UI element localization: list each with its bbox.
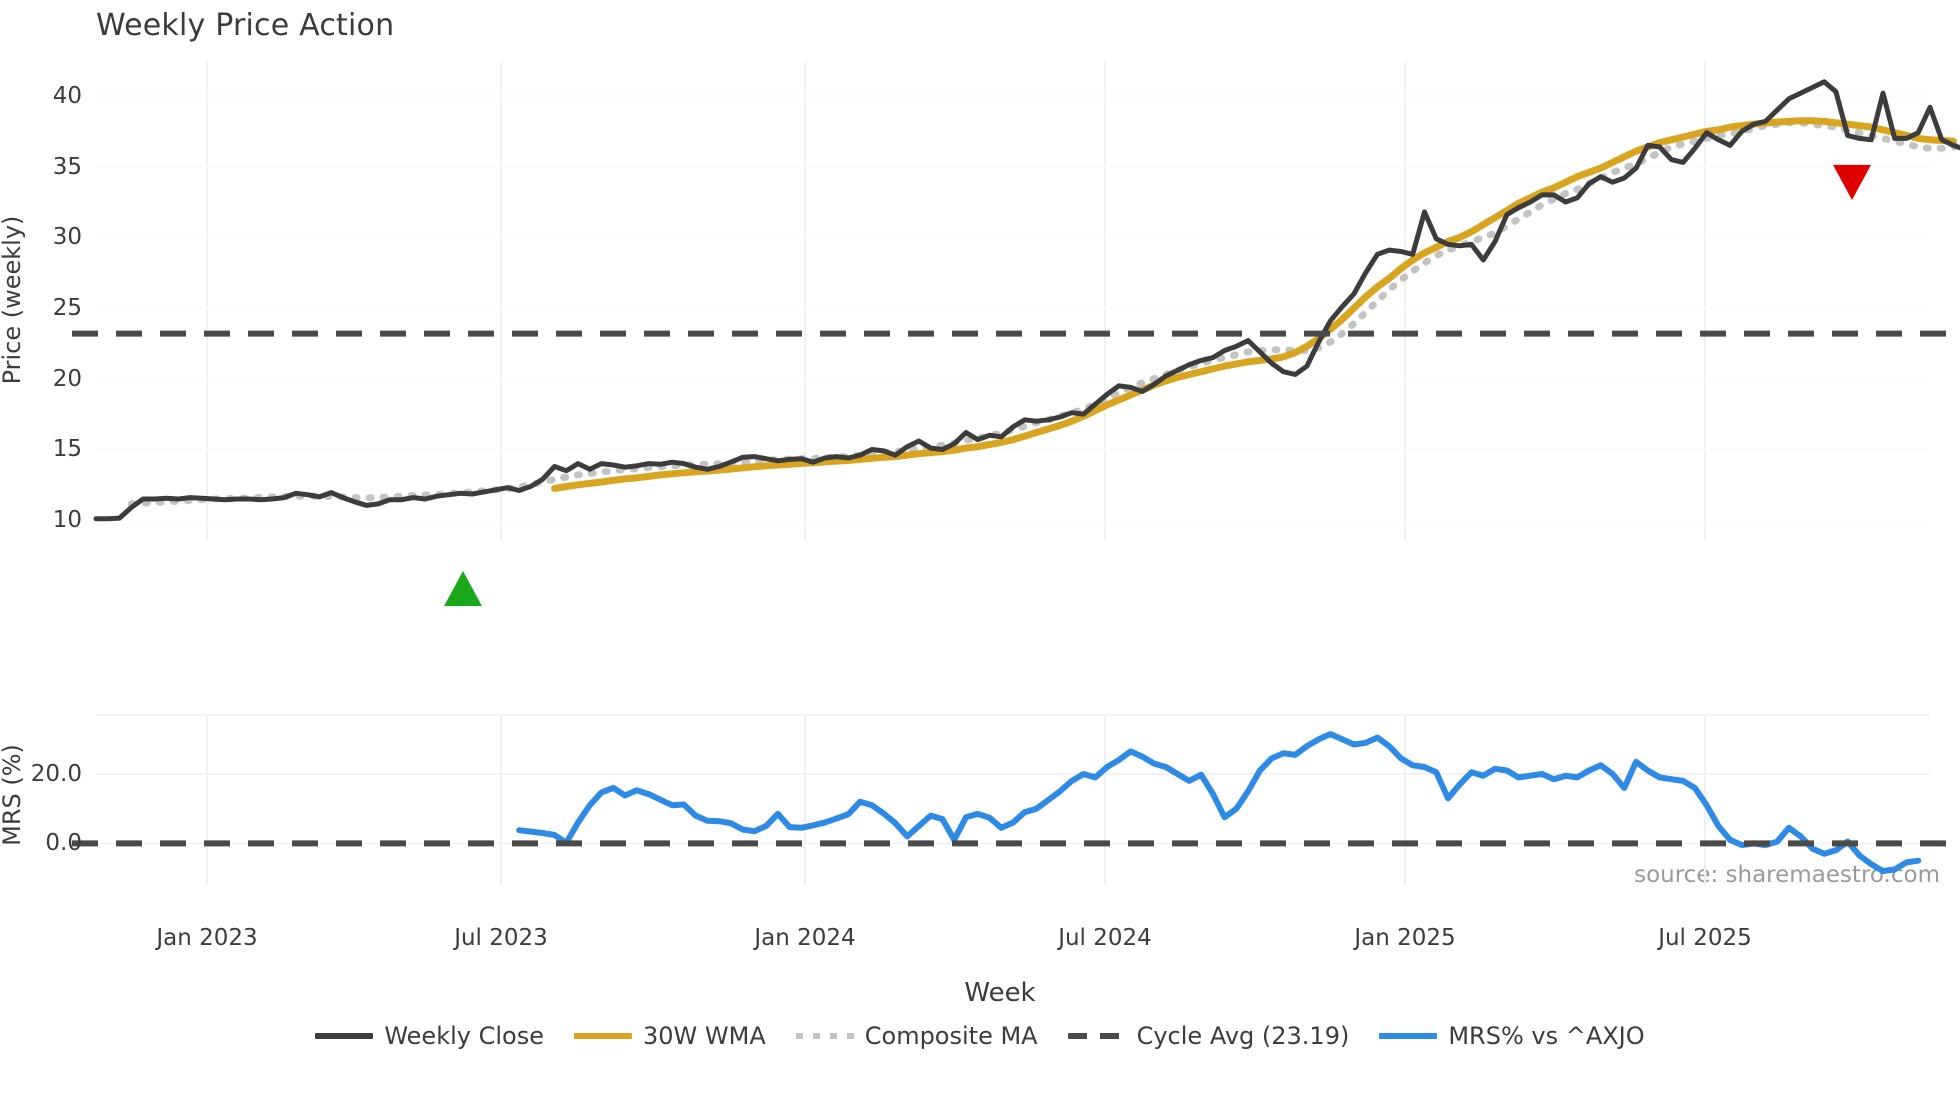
plot-canvas	[72, 62, 1960, 885]
mrs-line	[516, 731, 1922, 875]
price-y-tick-3: 25	[52, 295, 82, 322]
x-tick-4: Jan 2025	[1354, 925, 1456, 951]
x-tick-0: Jan 2023	[156, 925, 258, 951]
legend-item-0[interactable]: Weekly Close	[315, 1022, 544, 1050]
legend-item-1[interactable]: 30W WMA	[573, 1022, 766, 1050]
price-y-tick-6: 10	[52, 507, 82, 534]
composite-ma-line	[127, 119, 1960, 508]
mrs-y-tick-1: 0.0	[45, 830, 82, 857]
x-tick-1: Jul 2023	[454, 925, 548, 951]
legend-swatch-0	[315, 1033, 374, 1039]
price-y-tick-4: 20	[52, 365, 82, 392]
legend-swatch-4	[1379, 1033, 1438, 1039]
x-tick-2: Jan 2024	[754, 925, 856, 951]
legend-label-3: Cycle Avg (23.19)	[1136, 1022, 1350, 1050]
weekly-close-line	[93, 79, 1960, 522]
mrs-y-tick-0: 20.0	[30, 760, 82, 787]
legend-label-4: MRS% vs ^AXJO	[1448, 1022, 1645, 1050]
buy-marker	[444, 571, 482, 607]
legend-item-2[interactable]: Composite MA	[795, 1022, 1038, 1050]
price-y-tick-1: 35	[52, 153, 82, 180]
price-y-tick-0: 40	[52, 82, 82, 109]
legend-item-3[interactable]: Cycle Avg (23.19)	[1067, 1022, 1350, 1050]
price-y-tick-5: 15	[52, 436, 82, 463]
legend-label-1: 30W WMA	[642, 1022, 766, 1050]
legend-swatch-2	[795, 1033, 854, 1039]
chart-legend: Weekly Close 30W WMA Composite MA Cycle Avg…	[0, 1022, 1960, 1050]
sell-marker	[1833, 164, 1871, 200]
x-tick-5: Jul 2025	[1658, 925, 1752, 951]
legend-item-4[interactable]: MRS% vs ^AXJO	[1379, 1022, 1645, 1050]
x-axis-title: Week	[964, 978, 1036, 1008]
wma-line	[551, 117, 1957, 492]
source-note: source: sharemaestro.com	[1634, 862, 1940, 888]
price-y-tick-2: 30	[52, 224, 82, 251]
legend-label-2: Composite MA	[864, 1022, 1038, 1050]
legend-swatch-3	[1067, 1033, 1126, 1039]
chart-title: Weekly Price Action	[96, 8, 395, 43]
legend-swatch-1	[573, 1033, 632, 1039]
x-tick-3: Jul 2024	[1058, 925, 1152, 951]
legend-label-0: Weekly Close	[384, 1022, 544, 1050]
